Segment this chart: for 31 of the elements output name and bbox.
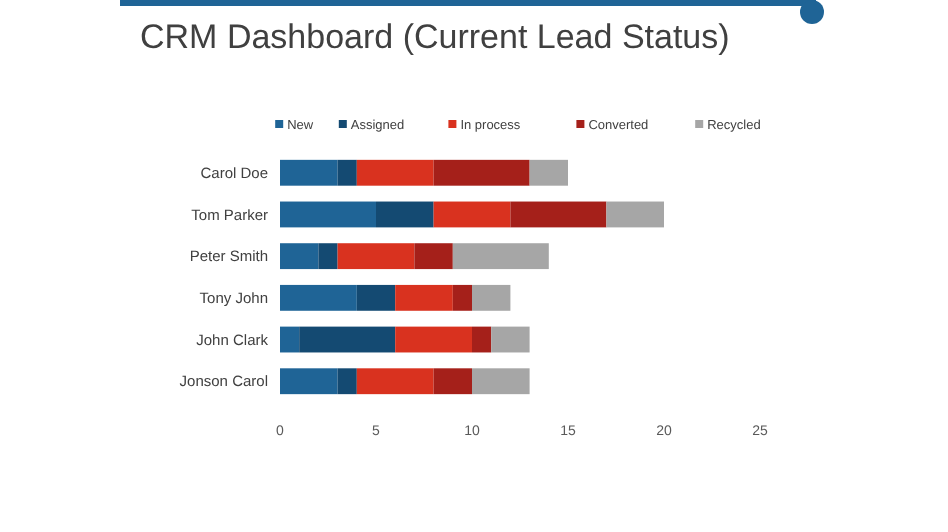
bar: [337, 368, 357, 395]
bar: [318, 243, 338, 270]
bar: [395, 326, 472, 353]
bar: [356, 159, 434, 186]
bar: [452, 243, 549, 270]
bar: [280, 243, 319, 270]
bar: [280, 201, 376, 228]
bar: [452, 284, 472, 311]
bar: [433, 159, 530, 186]
bar: [472, 368, 530, 395]
bar: [337, 243, 415, 270]
bar: [510, 201, 607, 228]
bar: [472, 284, 511, 311]
bar: [280, 326, 300, 353]
bar: [356, 284, 396, 311]
bar: [299, 326, 396, 353]
bar: [414, 243, 453, 270]
bar: [472, 326, 492, 353]
bar: [433, 201, 511, 228]
bar: [376, 201, 434, 228]
chart-title: CRM Dashboard (Current Lead Status): [140, 18, 730, 56]
bar: [491, 326, 530, 353]
bar: [433, 368, 472, 395]
bar: [337, 159, 357, 186]
bar: [529, 159, 568, 186]
bar: [356, 368, 434, 395]
bar: [280, 159, 338, 186]
bar: [280, 368, 338, 395]
bar: [395, 284, 453, 311]
bar: [606, 201, 664, 228]
bar: [280, 284, 357, 311]
